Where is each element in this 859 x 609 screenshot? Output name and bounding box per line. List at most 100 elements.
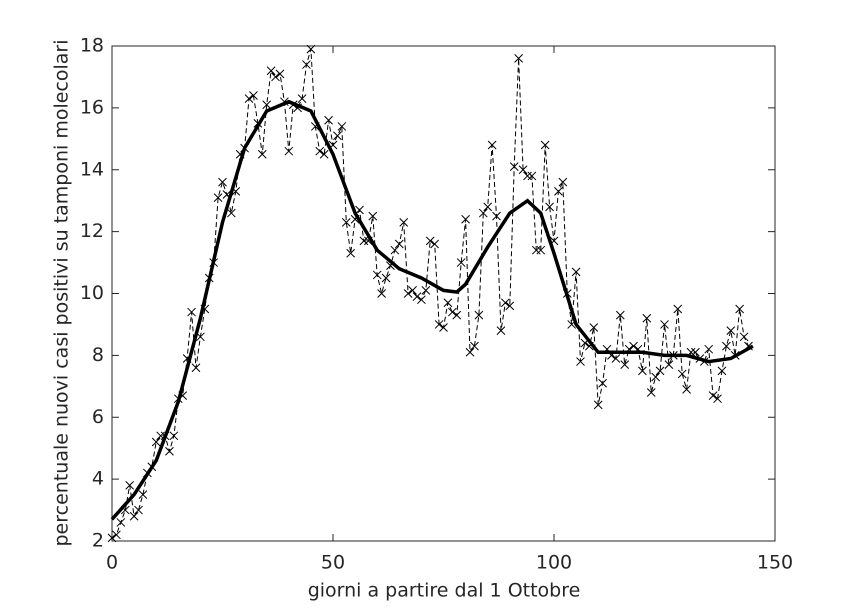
marker <box>341 217 351 227</box>
marker <box>226 208 236 218</box>
marker <box>447 307 457 317</box>
marker <box>390 245 400 255</box>
smooth-line <box>110 99 754 521</box>
marker <box>412 292 422 301</box>
marker <box>421 286 431 295</box>
marker <box>417 295 426 305</box>
y-tick-label: 4 <box>92 468 104 490</box>
marker <box>576 357 585 366</box>
marker <box>315 146 325 156</box>
marker <box>319 149 329 159</box>
y-tick-label: 6 <box>92 406 104 428</box>
y-tick-label: 14 <box>80 158 104 180</box>
y-tick-label: 2 <box>92 530 104 552</box>
x-tick-label: 100 <box>536 552 572 574</box>
marker <box>271 72 280 82</box>
marker <box>456 258 466 267</box>
marker <box>452 310 462 320</box>
marker <box>722 341 731 351</box>
marker <box>655 366 665 376</box>
marker <box>107 533 117 543</box>
marker <box>337 122 347 131</box>
marker <box>558 177 568 187</box>
marker <box>554 187 563 196</box>
marker <box>527 171 537 181</box>
y-tick-label: 16 <box>80 96 104 118</box>
marker <box>638 366 647 376</box>
marker <box>474 310 484 320</box>
marker <box>333 131 342 141</box>
marker <box>478 208 488 218</box>
axes-box <box>111 45 776 542</box>
marker <box>284 146 294 156</box>
marker <box>151 437 161 447</box>
x-tick-label: 0 <box>106 552 118 574</box>
marker <box>425 236 435 246</box>
marker <box>399 217 409 227</box>
y-tick-label: 10 <box>80 282 104 304</box>
marker <box>509 162 519 172</box>
marker <box>496 326 506 335</box>
marker <box>377 289 386 298</box>
marker <box>138 490 148 499</box>
marker <box>611 354 621 363</box>
marker <box>598 378 607 388</box>
marker <box>615 310 625 320</box>
marker <box>346 248 356 258</box>
marker <box>691 347 700 357</box>
marker <box>646 388 656 397</box>
marker <box>302 60 311 69</box>
marker <box>492 211 501 221</box>
marker <box>381 273 391 283</box>
marker <box>116 518 126 527</box>
marker <box>739 332 749 342</box>
marker <box>620 360 630 370</box>
marker <box>275 69 285 79</box>
marker <box>531 245 541 255</box>
marker <box>545 202 554 212</box>
x-tick-label: 150 <box>757 552 793 574</box>
marker <box>470 341 479 351</box>
marker <box>244 94 254 103</box>
marker <box>403 289 413 298</box>
marker <box>571 267 581 277</box>
marker <box>324 115 333 125</box>
marker <box>112 530 121 540</box>
marker <box>523 171 532 181</box>
marker <box>593 400 603 410</box>
x-axis-label: giorni a partire dal 1 Ottobre <box>308 580 581 602</box>
y-axis-label: percentuale nuovi casi positivi su tampo… <box>51 39 73 546</box>
marker <box>439 323 448 332</box>
y-tick-label: 12 <box>80 220 104 242</box>
marker <box>651 372 661 382</box>
marker <box>673 304 683 314</box>
y-tick-label: 18 <box>80 35 104 57</box>
marker <box>660 320 669 329</box>
marker <box>169 431 179 441</box>
marker <box>536 245 546 255</box>
marker <box>514 54 523 63</box>
marker <box>518 165 528 175</box>
marker <box>589 323 599 332</box>
marker <box>129 511 139 521</box>
marker <box>134 505 143 515</box>
marker <box>540 140 550 150</box>
y-tick-label: 8 <box>92 344 104 366</box>
x-tick-label: 50 <box>321 552 345 574</box>
marker <box>505 301 515 311</box>
marker <box>677 369 687 379</box>
marker <box>359 236 369 246</box>
marker <box>434 320 444 329</box>
marker <box>465 347 475 357</box>
marker <box>708 391 718 400</box>
marker <box>266 66 276 76</box>
marker <box>306 44 316 54</box>
marker <box>187 307 196 317</box>
marker <box>501 298 510 308</box>
marker <box>717 366 727 376</box>
marker <box>629 341 638 351</box>
marker <box>642 313 652 323</box>
marker <box>726 326 736 335</box>
marker <box>257 149 267 159</box>
